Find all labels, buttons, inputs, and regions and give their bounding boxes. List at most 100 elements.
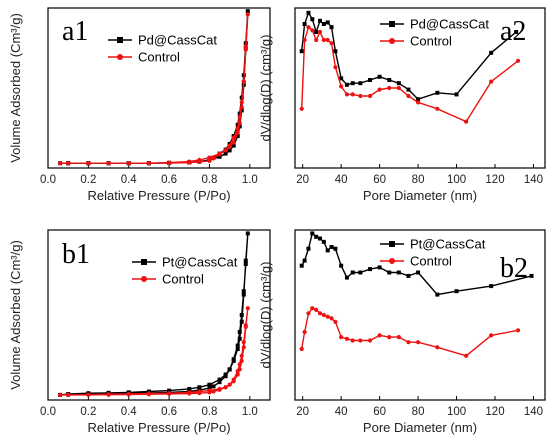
x-tick-label: 120: [485, 406, 504, 418]
data-point: [329, 316, 334, 321]
data-point: [396, 85, 401, 91]
data-point: [310, 28, 315, 33]
data-point: [86, 161, 91, 166]
data-point: [529, 273, 534, 278]
data-point: [464, 119, 469, 124]
data-point: [66, 161, 71, 166]
data-point: [515, 328, 521, 333]
data-point: [396, 335, 401, 340]
data-point: [146, 161, 152, 166]
data-point: [299, 346, 304, 352]
data-point: [306, 10, 311, 15]
legend-label: Pt@CassCat: [162, 255, 238, 270]
data-point: [227, 367, 232, 372]
data-point: [197, 385, 202, 390]
data-point: [243, 47, 248, 52]
data-point: [231, 143, 236, 148]
legend-label: Pt@CassCat: [410, 237, 486, 252]
data-point: [235, 130, 240, 135]
data-point: [339, 263, 344, 268]
panel-tag: a1: [62, 16, 88, 47]
data-point: [387, 85, 392, 91]
data-point: [166, 391, 172, 396]
legend-label: Control: [410, 254, 452, 269]
data-point: [227, 143, 232, 148]
x-tick-label: 80: [412, 174, 425, 186]
data-point: [367, 93, 373, 99]
data-point: [333, 319, 338, 324]
data-point: [387, 78, 392, 82]
data-point: [126, 161, 131, 166]
data-point: [207, 158, 212, 163]
data-point: [235, 125, 240, 131]
data-point: [231, 140, 236, 145]
legend-label: Control: [162, 272, 204, 287]
data-point: [344, 82, 349, 87]
data-point: [415, 100, 421, 105]
legend-swatch-marker: [389, 21, 395, 27]
data-point: [489, 79, 494, 84]
x-tick-label: 0.4: [121, 406, 138, 418]
data-point: [106, 161, 111, 166]
data-point: [58, 161, 63, 166]
data-point: [187, 386, 192, 391]
x-tick-label: 40: [335, 174, 348, 186]
data-point: [302, 37, 307, 43]
data-point: [239, 358, 244, 363]
data-point: [211, 384, 216, 389]
data-point: [299, 106, 304, 111]
data-point: [314, 30, 319, 34]
data-point: [321, 22, 326, 26]
data-point: [211, 389, 216, 394]
data-point: [241, 340, 246, 345]
x-tick-label: 60: [373, 174, 386, 186]
data-point: [368, 267, 372, 272]
data-point: [302, 258, 307, 263]
data-point: [223, 385, 228, 390]
data-point: [339, 84, 344, 89]
data-point: [237, 362, 242, 367]
data-point: [310, 17, 315, 22]
data-point: [350, 338, 355, 343]
data-point: [235, 343, 240, 348]
data-point: [489, 50, 494, 55]
data-point: [239, 353, 244, 358]
x-tick-label: 140: [524, 406, 543, 418]
data-point: [241, 289, 246, 294]
data-point: [223, 374, 228, 379]
x-tick-label: 1.0: [242, 174, 258, 186]
data-point: [243, 262, 248, 266]
data-point: [207, 382, 212, 387]
panel-tag: b2: [500, 253, 528, 284]
data-point: [217, 377, 222, 382]
panel-a1: 0.0 0.2 0.4 0.6 0.8 1.0 Relative Pressure (P/P…: [8, 7, 271, 203]
data-point: [318, 236, 322, 241]
data-point: [489, 333, 494, 338]
data-point: [454, 289, 459, 294]
data-point: [367, 338, 373, 343]
x-axis-label: Pore Diameter (nm): [363, 188, 477, 203]
data-point: [333, 65, 338, 70]
data-point: [245, 9, 250, 14]
data-point: [314, 307, 319, 312]
data-point: [396, 81, 401, 86]
data-point: [358, 81, 363, 86]
data-point: [217, 152, 222, 157]
panel-tag: b1: [62, 239, 90, 270]
data-point: [435, 345, 440, 350]
data-point: [187, 391, 192, 396]
x-tick-label: 1.0: [242, 406, 258, 418]
data-point: [58, 392, 63, 397]
data-point: [207, 386, 212, 391]
panel-b1: 0.0 0.2 0.4 0.6 0.8 1.0 Relative Pressure (P/P…: [8, 229, 271, 435]
data-point: [126, 392, 131, 397]
data-point: [406, 273, 411, 278]
data-point: [245, 306, 250, 311]
y-axis-label: dV/dlog(D) (cm³/g): [258, 262, 273, 369]
data-point: [333, 49, 338, 54]
plot-frame: [294, 229, 546, 401]
data-point: [211, 156, 216, 161]
data-point: [377, 87, 382, 92]
data-point: [310, 231, 315, 236]
data-point: [217, 154, 222, 159]
